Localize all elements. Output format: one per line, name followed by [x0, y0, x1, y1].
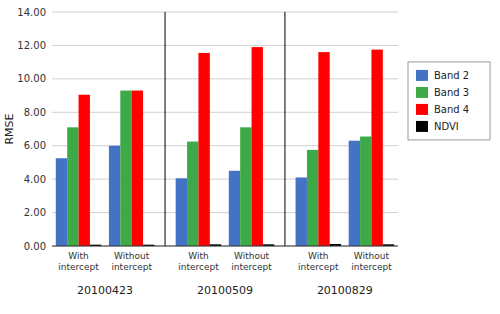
group-separator [165, 12, 166, 246]
bar [56, 158, 67, 246]
bar [176, 178, 187, 246]
legend-swatch [416, 104, 428, 115]
group-separator [284, 12, 285, 246]
grid-line [52, 12, 398, 13]
x-tick-label-line: Without [114, 251, 150, 261]
x-tick-label-line: With [308, 251, 328, 261]
x-axis: WithinterceptWithoutinterceptWithinterce… [58, 251, 392, 272]
x-tick-label-line: intercept [351, 262, 392, 272]
x-tick-label-line: intercept [178, 262, 219, 272]
bar [252, 47, 263, 246]
grid-line [52, 78, 398, 79]
bar [318, 52, 329, 246]
grid-line [52, 145, 398, 146]
x-tick-label-line: intercept [58, 262, 99, 272]
bar [240, 127, 251, 246]
y-tick-label: 8.00 [24, 107, 46, 118]
y-axis-label: RMSE [3, 113, 16, 144]
bar [371, 50, 382, 246]
x-tick-label: Withintercept [298, 251, 339, 272]
legend-swatch [416, 87, 428, 98]
bar [79, 95, 90, 246]
legend-frame [408, 62, 490, 140]
y-tick-label: 6.00 [24, 140, 46, 151]
x-tick-label-line: With [68, 251, 88, 261]
x-axis-line [52, 246, 398, 247]
legend-label: Band 2 [434, 70, 469, 81]
group-label: 20100423 [77, 284, 133, 297]
x-tick-label-line: Without [234, 251, 270, 261]
bar [307, 150, 318, 246]
group-label: 20100509 [197, 284, 253, 297]
bars [56, 47, 394, 246]
x-tick-label-line: Without [354, 251, 390, 261]
x-tick-label-line: intercept [231, 262, 272, 272]
y-tick-label: 0.00 [24, 241, 46, 252]
legend-label: Band 4 [434, 104, 469, 115]
grid-line [52, 45, 398, 46]
bar [229, 171, 240, 246]
y-tick-label: 14.00 [17, 7, 46, 18]
x-tick-label: Withoutintercept [111, 251, 152, 272]
bar [67, 127, 78, 246]
bar [132, 91, 143, 246]
chart: 0.00 2.00 4.00 6.00 8.00 10.00 12.00 14.00 RMSE W… [0, 0, 500, 314]
bar [360, 137, 371, 246]
y-tick-label: 10.00 [17, 73, 46, 84]
legend-swatch [416, 121, 428, 132]
x-tick-label-line: intercept [111, 262, 152, 272]
legend: Band 2 Band 3 Band 4 NDVI [408, 62, 490, 140]
x-tick-label: Withoutintercept [351, 251, 392, 272]
bar [349, 141, 360, 246]
bar [109, 146, 120, 246]
grid-line [52, 246, 398, 247]
grid-line [52, 212, 398, 213]
legend-label: NDVI [434, 121, 459, 132]
legend-swatch [416, 70, 428, 81]
x-tick-label: Withintercept [178, 251, 219, 272]
group-label: 20100829 [317, 284, 373, 297]
grid-line [52, 179, 398, 180]
y-tick-label: 2.00 [24, 207, 46, 218]
bar [187, 142, 198, 246]
bar [198, 53, 209, 246]
bar [120, 91, 131, 246]
grid [52, 12, 398, 246]
x-tick-label: Withintercept [58, 251, 99, 272]
x-tick-label: Withoutintercept [231, 251, 272, 272]
grid-line [52, 112, 398, 113]
x-tick-label-line: With [188, 251, 208, 261]
y-tick-label: 12.00 [17, 40, 46, 51]
y-axis: 0.00 2.00 4.00 6.00 8.00 10.00 12.00 14.00 [17, 7, 46, 252]
bar [296, 177, 307, 246]
y-tick-label: 4.00 [24, 174, 46, 185]
x-tick-label-line: intercept [298, 262, 339, 272]
legend-label: Band 3 [434, 87, 469, 98]
